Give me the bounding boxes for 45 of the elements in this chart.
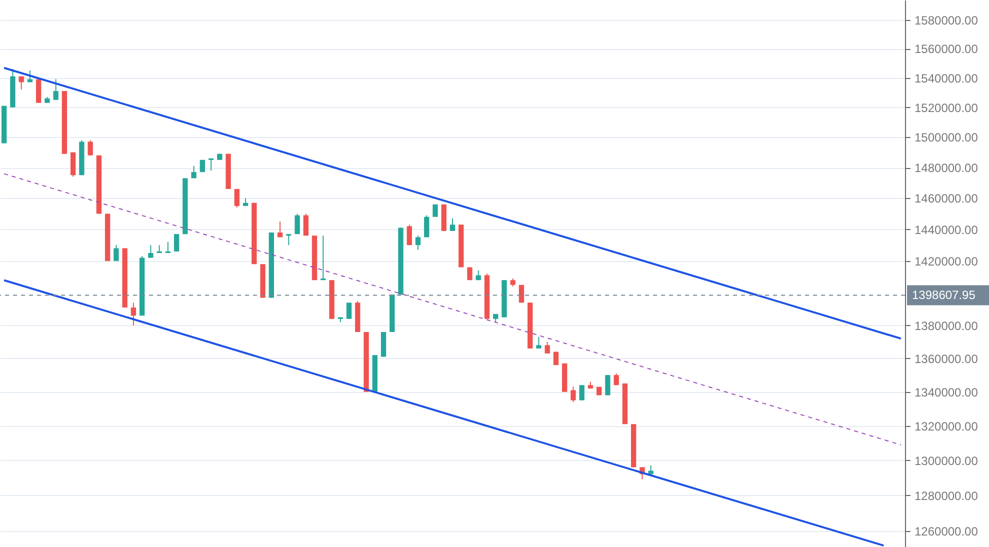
candlestick <box>234 188 240 208</box>
candlestick <box>424 214 430 238</box>
candlestick <box>36 78 42 104</box>
y-tick-label: 1460000.00 <box>914 192 978 206</box>
y-tick-label: 1440000.00 <box>914 222 978 237</box>
candlestick <box>130 302 136 326</box>
candlestick <box>277 221 283 238</box>
y-tick-label: 1380000.00 <box>914 318 978 333</box>
y-tick-label: 1520000.00 <box>914 100 978 115</box>
y-tick-label: 1340000.00 <box>914 385 978 400</box>
candlestick <box>605 374 610 396</box>
candlestick <box>450 218 456 232</box>
y-tick-label: 1360000.00 <box>914 352 978 366</box>
candlestick <box>294 213 300 235</box>
candlestick <box>191 165 196 179</box>
y-tick-label: 1420000.00 <box>914 254 978 268</box>
candlestick <box>174 234 180 252</box>
y-tick-label: 1500000.00 <box>914 130 978 145</box>
candlestick <box>406 224 412 246</box>
candlestick <box>536 336 542 349</box>
y-tick-label: 1580000.00 <box>914 13 978 28</box>
y-tick-label: 1260000.00 <box>914 524 978 538</box>
candlestick <box>286 234 292 246</box>
candlestick <box>148 244 154 258</box>
candlestick <box>432 204 438 218</box>
y-tick-label: 1320000.00 <box>914 419 978 434</box>
candlestick <box>114 244 119 262</box>
candlestick <box>579 384 584 401</box>
candlestick <box>346 302 352 320</box>
candlestick <box>320 235 326 281</box>
candlestick <box>18 76 24 90</box>
y-tick-label: 1560000.00 <box>914 42 978 56</box>
candlestick <box>53 78 58 100</box>
candlestick <box>303 213 308 236</box>
candlestick <box>570 386 576 402</box>
y-tick-label: 1280000.00 <box>914 488 978 503</box>
candlestick <box>544 341 550 354</box>
candlestick <box>415 235 421 250</box>
candlestick <box>208 158 214 172</box>
candlestick <box>88 140 93 156</box>
ref-line-label: 1398607.95 <box>912 288 976 302</box>
y-tick-label: 1300000.00 <box>914 454 978 468</box>
candlestick <box>70 152 76 178</box>
y-tick-label: 1480000.00 <box>914 161 978 176</box>
y-tick-label: 1540000.00 <box>914 71 978 86</box>
